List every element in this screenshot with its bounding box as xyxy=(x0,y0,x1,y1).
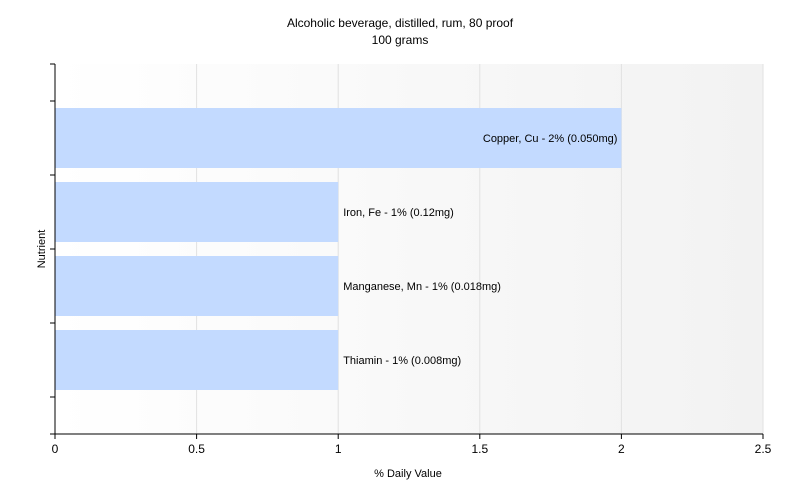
bar-label: Copper, Cu - 2% (0.050mg) xyxy=(483,133,618,145)
x-tick-label: 0 xyxy=(52,442,59,456)
x-ticks: 0 0.5 1 1.5 2 2.5 xyxy=(52,434,772,456)
x-tick-label: 2.5 xyxy=(755,442,772,456)
bar xyxy=(55,330,339,390)
chart-subtitle: 100 grams xyxy=(372,33,429,47)
y-ticks xyxy=(50,63,55,435)
x-tick-label: 2 xyxy=(618,442,625,456)
y-axis-label: Nutrient xyxy=(36,230,48,269)
bar xyxy=(55,182,339,242)
bar xyxy=(55,108,622,168)
bar-label: Thiamin - 1% (0.008mg) xyxy=(343,355,461,367)
chart-title: Alcoholic beverage, distilled, rum, 80 p… xyxy=(287,16,514,30)
bars xyxy=(55,108,622,390)
bar-labels: Copper, Cu - 2% (0.050mg) Iron, Fe - 1% (… xyxy=(343,133,617,367)
x-tick-label: 0.5 xyxy=(188,442,205,456)
x-axis-label: % Daily Value xyxy=(374,468,442,480)
bar-label: Manganese, Mn - 1% (0.018mg) xyxy=(343,281,501,293)
x-tick-label: 1.5 xyxy=(471,442,488,456)
x-tick-label: 1 xyxy=(335,442,342,456)
bar-label: Iron, Fe - 1% (0.12mg) xyxy=(343,207,454,219)
bar xyxy=(55,256,339,316)
